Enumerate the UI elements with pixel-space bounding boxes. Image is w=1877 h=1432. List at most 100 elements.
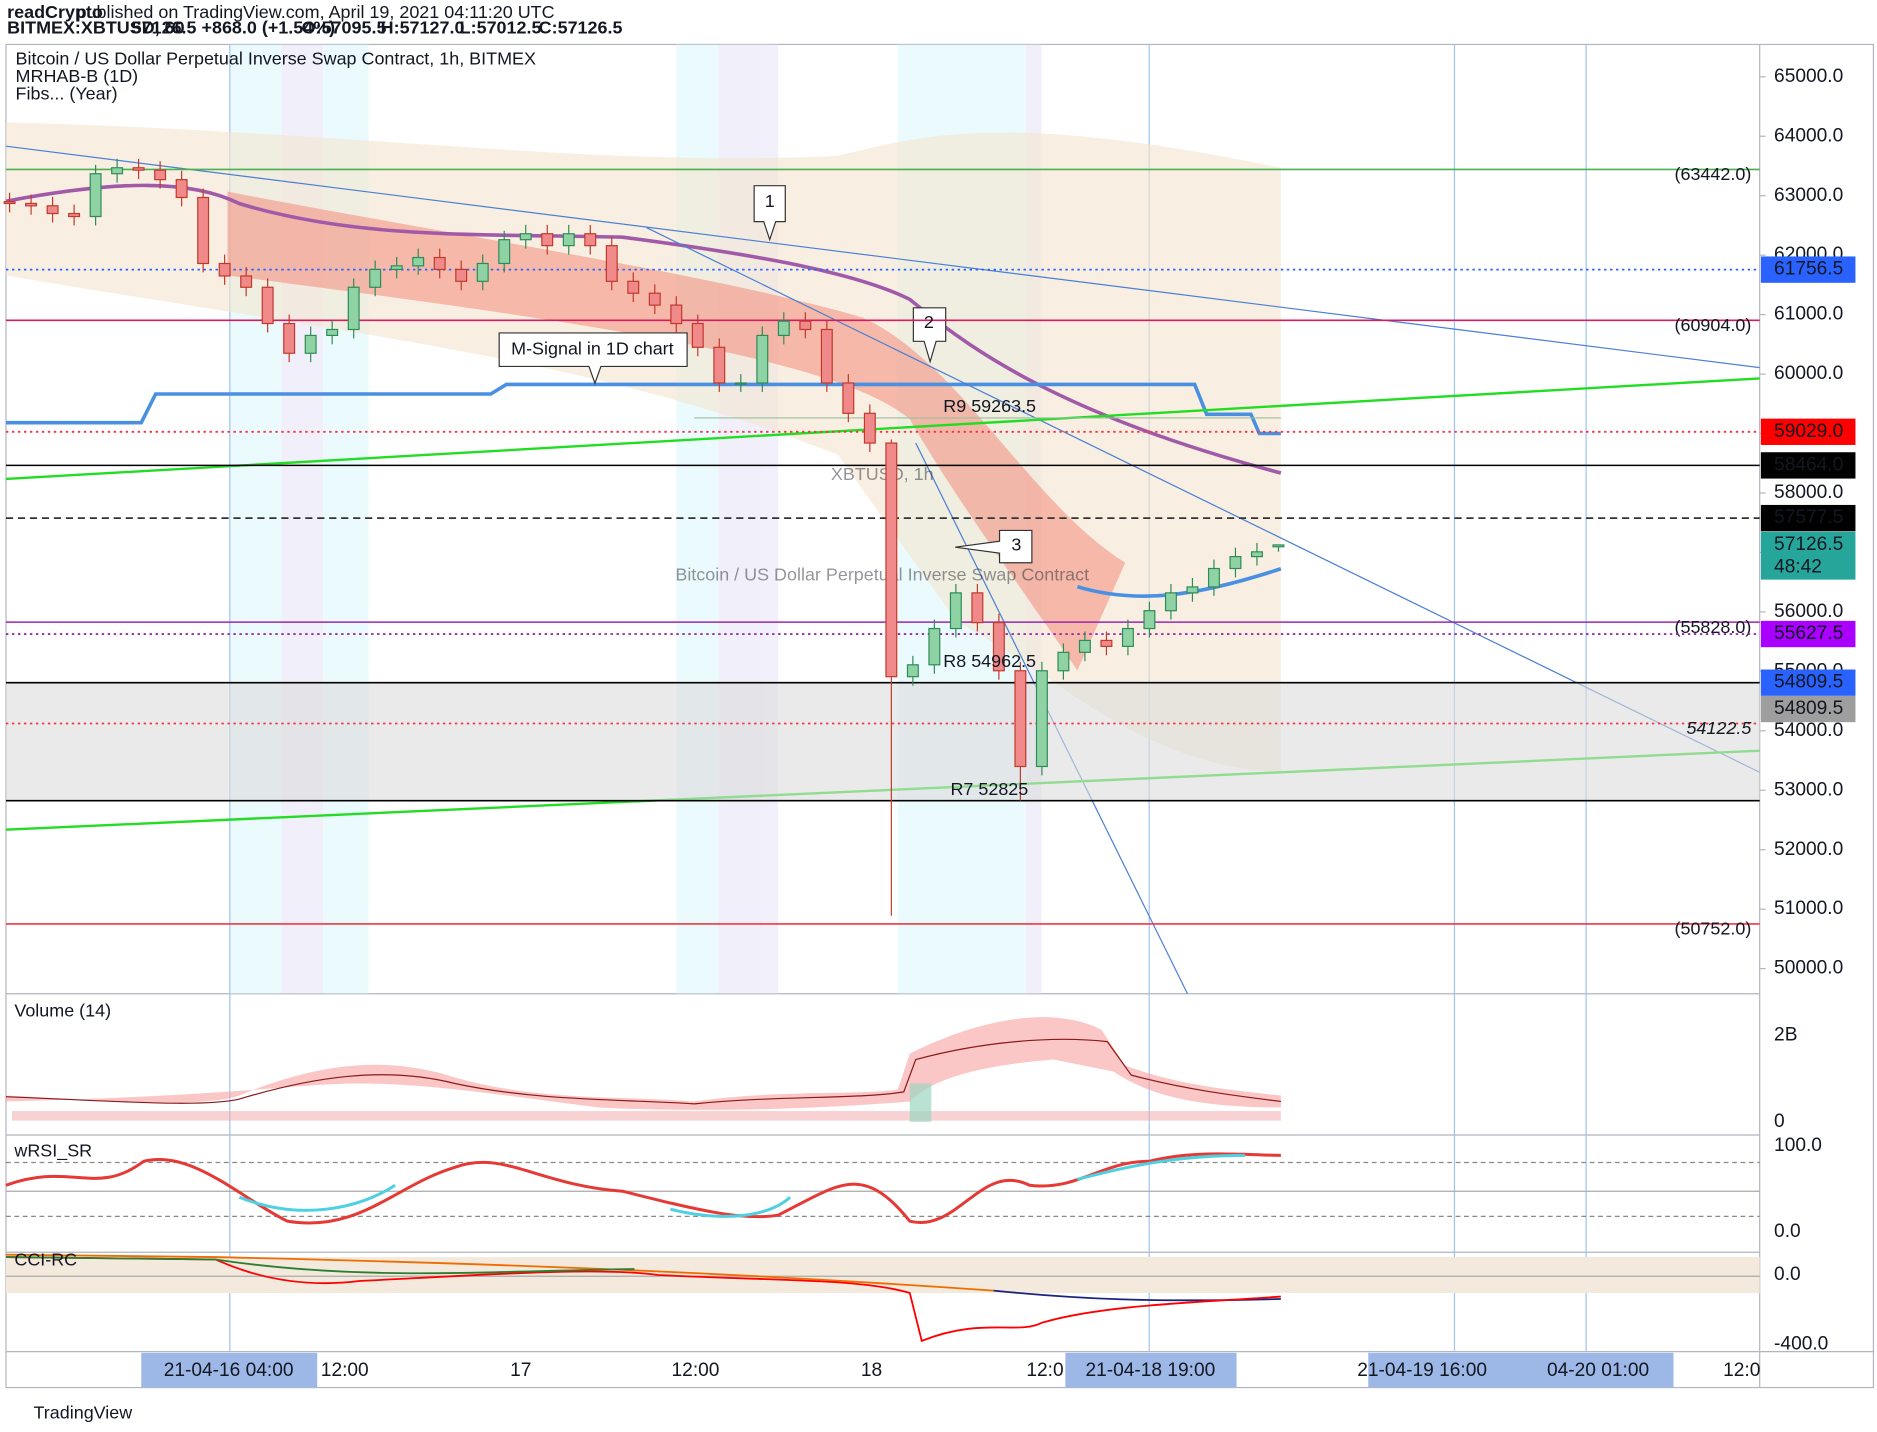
cci-pane: [5, 1253, 1760, 1343]
x-tick-label: 17: [510, 1360, 531, 1381]
candle-body: [1207, 567, 1220, 588]
candle-body: [906, 664, 919, 678]
ohlc: O:57095.5: [302, 18, 387, 38]
level-tag: (60904.0): [1675, 315, 1752, 335]
candle-body: [670, 304, 683, 325]
candle-body: [111, 167, 124, 175]
candle-body: [519, 233, 532, 241]
candle-body: [605, 245, 618, 282]
watermark-symbol: XBTUSD, 1h: [831, 464, 934, 484]
annotation: 2: [924, 312, 934, 332]
candle-body: [369, 268, 382, 288]
candle-body: [1143, 610, 1156, 630]
y-tick-label: 60000.0: [1774, 363, 1843, 384]
pane-axis-label: -400.0: [1774, 1334, 1828, 1355]
level-tag: (63442.0): [1675, 164, 1752, 184]
y-tick-label: 61000.0: [1774, 304, 1843, 325]
price-box-label: 54809.5: [1774, 698, 1843, 719]
watermark-name: Bitcoin / US Dollar Perpetual Inverse Sw…: [675, 565, 1089, 585]
y-tick-label: 52000.0: [1774, 839, 1843, 860]
volume-pane: [5, 1017, 1281, 1122]
candle-body: [584, 233, 597, 247]
candle-body: [1121, 627, 1134, 647]
candle-body: [175, 179, 188, 199]
candle-body: [240, 275, 253, 288]
candle-body: [455, 268, 468, 282]
x-tick-label: 12:00: [672, 1360, 720, 1381]
candle-body: [713, 346, 726, 384]
pane-axis-label: 0: [1774, 1111, 1785, 1132]
candle-body: [971, 592, 984, 624]
y-tick-label: 51000.0: [1774, 898, 1843, 919]
legend-item: MRHAB-B (1D): [16, 66, 139, 86]
y-tick-label: 54000.0: [1774, 720, 1843, 741]
y-tick-label: 50000.0: [1774, 958, 1843, 979]
price-box-label: 54809.5: [1774, 672, 1843, 693]
y-tick-label: 65000.0: [1774, 66, 1843, 87]
candle-body: [1100, 639, 1113, 647]
candle-body: [89, 173, 102, 218]
pane-title: Volume (14): [14, 1000, 111, 1020]
ohlc: L:57012.5: [460, 18, 542, 38]
candle-body: [261, 286, 274, 325]
candle-body: [949, 592, 962, 630]
candle-body: [25, 202, 38, 207]
candle-body: [390, 265, 403, 271]
candle-body: [1229, 556, 1242, 570]
annotation: R9 59263.5: [943, 396, 1036, 416]
level-tag: 54122.5: [1686, 718, 1752, 738]
candle-body: [691, 322, 704, 348]
legend-item: Bitcoin / US Dollar Perpetual Inverse Sw…: [16, 49, 536, 69]
level-tag: (55828.0): [1675, 617, 1752, 637]
time-highlights: [141, 1352, 1674, 1388]
candle-body: [928, 627, 941, 666]
price-box-label: 57126.5: [1774, 534, 1843, 555]
price-box-label: 61756.5: [1774, 259, 1843, 280]
y-tick-label: 64000.0: [1774, 125, 1843, 146]
candle-body: [648, 292, 661, 306]
legend-item: Fibs... (Year): [16, 83, 118, 103]
price-box-label: 59029.0: [1774, 421, 1843, 442]
ohlc: H:57127.0: [381, 18, 465, 38]
candle-body: [1250, 551, 1263, 558]
moving-average: [5, 183, 1282, 475]
candle-body: [1014, 670, 1027, 768]
price-box-countdown: 48:42: [1774, 557, 1822, 578]
wrsi-pane: [5, 1152, 1760, 1225]
candle-body: [756, 334, 769, 384]
candle-body: [863, 412, 876, 444]
candle-body: [885, 442, 898, 678]
candle-body: [304, 334, 317, 354]
x-tick-label: 12:0: [1723, 1360, 1760, 1381]
pane-axis-label: 2B: [1774, 1025, 1797, 1046]
candle-body: [777, 320, 790, 337]
symbol: BITMEX:XBTUSD, 60: [7, 18, 184, 38]
candle-body: [842, 382, 855, 414]
footer-brand: TradingView: [34, 1403, 133, 1423]
price-box: [1760, 531, 1856, 580]
price-box: [1760, 669, 1856, 696]
y-tick-label: 63000.0: [1774, 185, 1843, 206]
candle-body: [68, 212, 81, 218]
price-box: [1760, 504, 1856, 532]
pane-title: wRSI_SR: [13, 1140, 92, 1161]
price-box: [1760, 418, 1856, 445]
pane-axis-label: 0.0: [1774, 1221, 1801, 1242]
y-tick-label: 56000.0: [1774, 601, 1843, 622]
price-box-label: 57577.5: [1774, 507, 1843, 528]
candle-body: [1186, 586, 1199, 594]
y-tick-label: 58000.0: [1774, 482, 1843, 503]
pane-title: CCI-RC: [14, 1249, 77, 1269]
candle-body: [627, 280, 640, 294]
level-tag: (50752.0): [1675, 919, 1752, 939]
price-box-label: 55627.5: [1774, 623, 1843, 644]
x-tick-label: 04-20 01:00: [1547, 1360, 1649, 1381]
candle-body: [1035, 670, 1048, 768]
change: 57126.5 +868.0 (+1.54%): [132, 18, 335, 38]
candle-body: [412, 256, 425, 267]
candle-body: [46, 205, 59, 215]
x-tick-label: 18: [861, 1360, 882, 1381]
x-tick-label: 12:0: [1026, 1360, 1063, 1381]
